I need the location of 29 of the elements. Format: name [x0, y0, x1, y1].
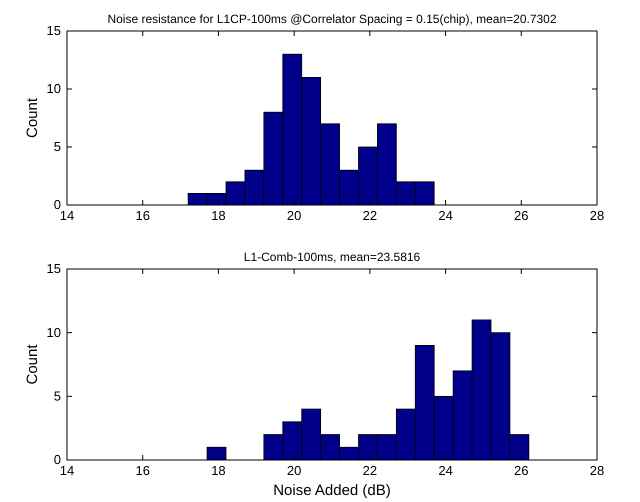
y-tick-label: 10: [46, 81, 61, 96]
x-tick-label: 24: [438, 208, 453, 224]
y-tick-label: 5: [54, 139, 61, 154]
y-tick-label: 15: [46, 23, 61, 38]
y-axis-title: Count: [24, 344, 41, 385]
x-tick-label: 22: [362, 463, 378, 478]
x-tick-label: 14: [60, 208, 74, 224]
x-tick-label: 16: [135, 463, 150, 478]
y-tick-label: 10: [46, 324, 61, 340]
x-tick-label: 20: [286, 463, 302, 478]
x-tick-label: 18: [211, 208, 226, 224]
chart-title: Noise resistance for L1CP-100ms @Correlator Spacing = 0.15(chip), mean=20.7302: [107, 12, 557, 26]
x-tick-label: 22: [362, 208, 378, 224]
y-tick-label: 5: [54, 388, 61, 404]
x-tick-label: 20: [286, 208, 302, 224]
x-axis-title: Noise Added (dB): [273, 482, 391, 499]
x-tick-label: 14: [60, 463, 74, 478]
x-tick-label: 28: [590, 208, 604, 224]
y-tick-label: 15: [46, 261, 61, 276]
x-tick-label: 26: [514, 463, 529, 478]
chart-title: L1-Comb-100ms, mean=23.5816: [244, 250, 421, 264]
x-tick-label: 28: [590, 463, 604, 478]
x-tick-label: 24: [438, 463, 453, 478]
y-tick-label: 0: [54, 452, 61, 468]
y-tick-label: 0: [54, 197, 61, 212]
x-tick-label: 16: [135, 208, 150, 224]
y-axis-title: Count: [24, 97, 41, 138]
x-tick-label: 26: [514, 208, 529, 224]
x-tick-label: 18: [211, 463, 226, 478]
